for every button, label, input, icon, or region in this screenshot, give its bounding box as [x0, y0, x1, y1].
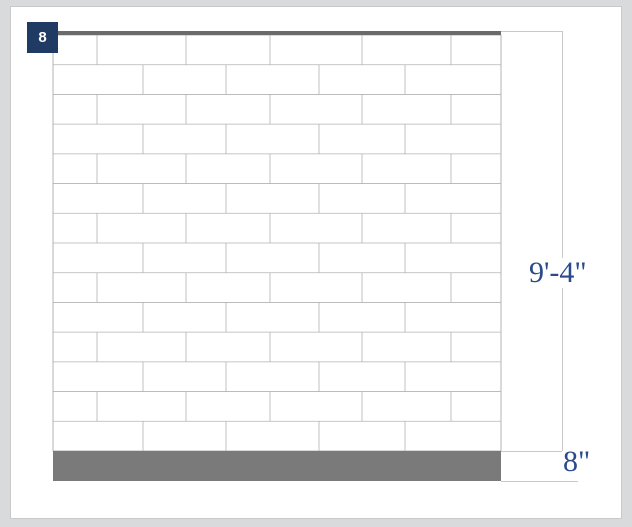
- dimension-guides: [501, 31, 578, 482]
- panel-number-badge: 8: [27, 22, 58, 53]
- base-height-dimension-label: 8": [563, 445, 591, 478]
- subway-tile-field: [52, 34, 502, 452]
- wall-top-cap: [58, 31, 501, 35]
- wall-base-band: [53, 451, 501, 481]
- wall-height-dimension-label: 9'-4": [529, 256, 587, 289]
